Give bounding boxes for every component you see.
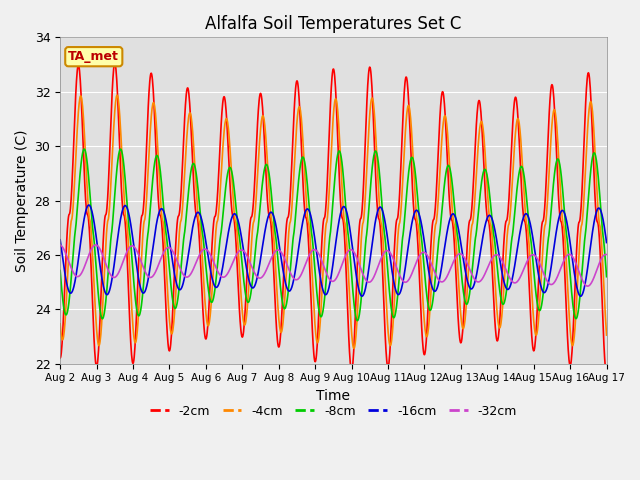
Y-axis label: Soil Temperature (C): Soil Temperature (C): [15, 129, 29, 272]
Title: Alfalfa Soil Temperatures Set C: Alfalfa Soil Temperatures Set C: [205, 15, 461, 33]
X-axis label: Time: Time: [316, 389, 350, 403]
Text: TA_met: TA_met: [68, 50, 119, 63]
Legend: -2cm, -4cm, -8cm, -16cm, -32cm: -2cm, -4cm, -8cm, -16cm, -32cm: [145, 400, 522, 423]
